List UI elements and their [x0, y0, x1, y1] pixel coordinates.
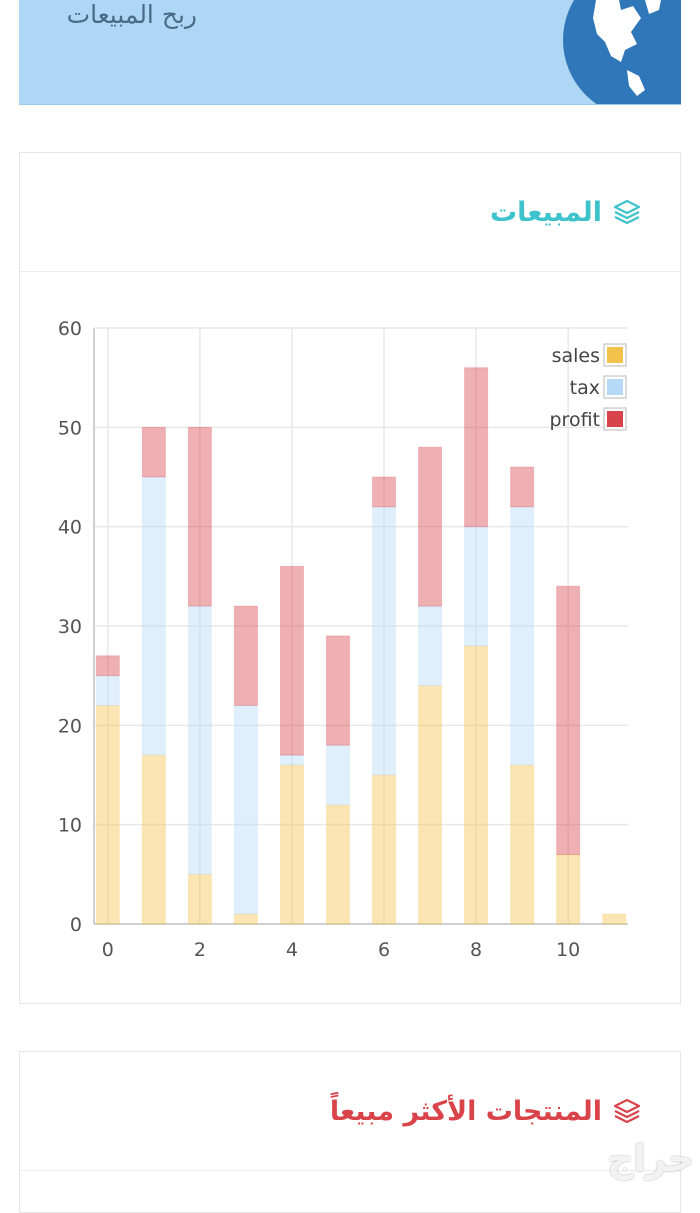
bar-tax — [279, 754, 304, 766]
sales-card-title-text: المبيعات — [489, 196, 602, 228]
x-tick-label: 2 — [194, 939, 206, 961]
bar-sales — [95, 704, 120, 925]
sales-chart: 0 10 20 30 40 50 60 0 2 4 6 8 10 sales tax profit — [58, 318, 628, 961]
layers-icon — [613, 1098, 641, 1124]
top-products-card-title-text: المنتجات الأكثر مبيعاً — [329, 1095, 602, 1127]
x-tick-label: 6 — [378, 939, 390, 961]
legend-swatch-tax — [607, 379, 623, 395]
bar-tax — [95, 675, 120, 706]
bar-sales — [325, 804, 350, 925]
top-products-card: المنتجات الأكثر مبيعاً — [19, 1051, 681, 1213]
bar-tax — [464, 526, 489, 647]
bar-tax — [510, 506, 535, 766]
y-tick-label: 0 — [70, 914, 82, 936]
bar-profit — [372, 476, 397, 508]
bar-sales — [602, 913, 627, 925]
sales-card-title: المبيعات — [490, 153, 642, 271]
y-tick-label: 60 — [58, 318, 82, 340]
bar-tax — [141, 476, 166, 756]
bar-profit — [141, 426, 166, 478]
legend-swatch-sales — [607, 347, 623, 363]
bar-profit — [464, 367, 489, 528]
x-tick-label: 10 — [556, 939, 580, 961]
bar-sales — [464, 645, 489, 925]
top-products-card-title: المنتجات الأكثر مبيعاً — [330, 1052, 642, 1170]
bar-sales — [556, 853, 581, 925]
y-tick-label: 40 — [58, 517, 82, 539]
legend-label-profit: profit — [550, 409, 601, 431]
bar-profit — [510, 466, 535, 508]
bar-profit — [279, 565, 304, 756]
banner-title: ربح المبيعات — [66, 0, 197, 29]
layers-icon — [613, 199, 641, 225]
top-products-card-header: المنتجات الأكثر مبيعاً — [20, 1052, 680, 1171]
y-tick-label: 50 — [58, 417, 82, 439]
bar-sales — [187, 873, 212, 925]
sales-card-header: المبيعات — [20, 153, 680, 272]
legend-swatch-profit — [607, 411, 623, 427]
bar-sales — [372, 774, 397, 925]
bar-tax — [325, 744, 350, 806]
bar-sales — [510, 764, 535, 925]
globe-icon — [563, 0, 681, 104]
sales-card: المبيعات 0 10 20 30 40 50 60 0 2 4 6 8 10 sales tax pro… — [19, 152, 681, 1004]
bar-tax — [187, 605, 212, 875]
x-tick-label: 4 — [286, 939, 298, 961]
bar-tax — [233, 704, 258, 915]
bar-sales — [418, 685, 443, 925]
bar-sales — [279, 764, 304, 925]
header-banner: ربح المبيعات — [19, 0, 681, 105]
bar-tax — [372, 506, 397, 776]
sales-chart-area: 0 10 20 30 40 50 60 0 2 4 6 8 10 sales tax profit — [20, 272, 680, 1002]
x-tick-label: 0 — [102, 939, 114, 961]
x-tick-label: 8 — [470, 939, 482, 961]
legend-label-tax: tax — [570, 377, 600, 399]
watermark-logo: حراج — [607, 1139, 694, 1180]
bar-profit — [95, 655, 120, 677]
y-tick-label: 10 — [58, 815, 82, 837]
bar-profit — [325, 635, 350, 746]
bar-profit — [418, 446, 443, 607]
bar-profit — [233, 605, 258, 706]
y-tick-label: 20 — [58, 715, 82, 737]
y-tick-label: 30 — [58, 616, 82, 638]
bar-sales — [233, 913, 258, 925]
bar-profit — [187, 426, 212, 607]
bar-sales — [141, 754, 166, 925]
bar-tax — [418, 605, 443, 687]
legend-label-sales: sales — [552, 345, 600, 367]
bar-profit — [556, 585, 581, 855]
